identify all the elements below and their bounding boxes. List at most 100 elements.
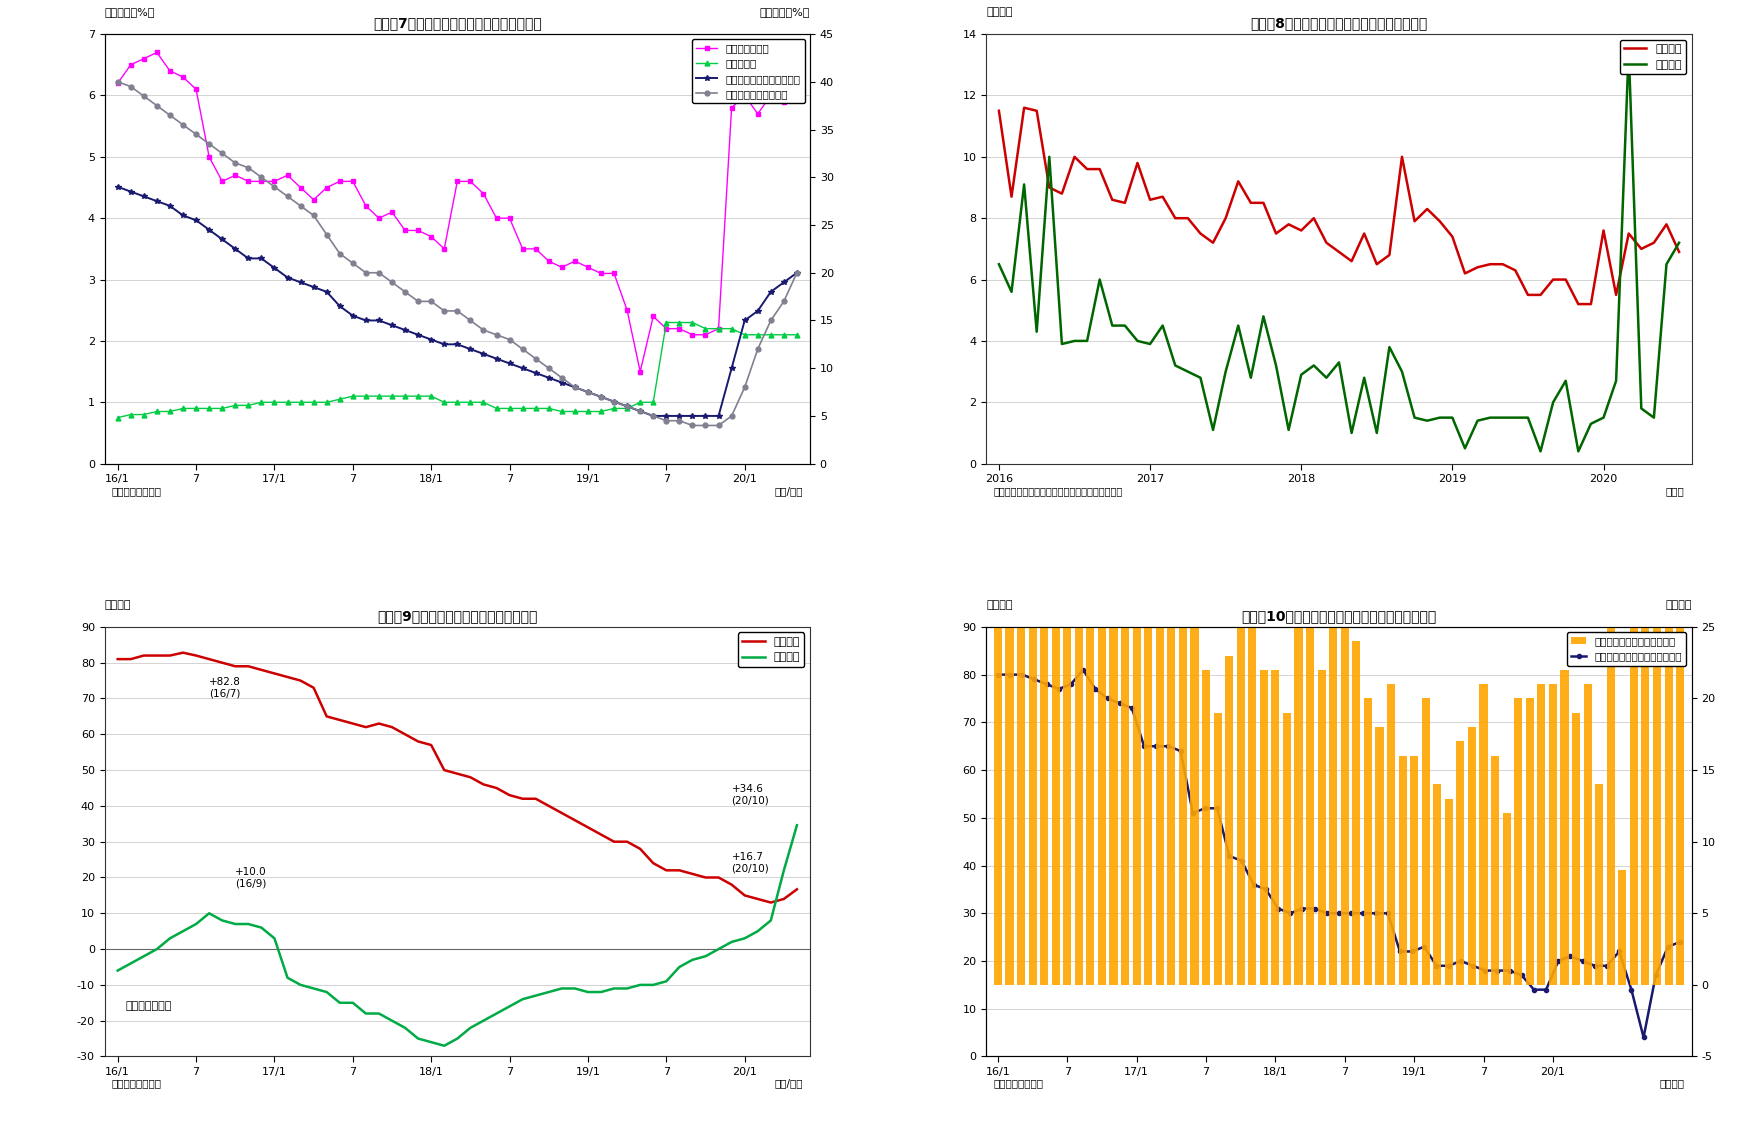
日銀当座預金（右軸）: [106, 75, 127, 89]
貨幣流通高: [106, 411, 127, 425]
Bar: [1606, 556, 1615, 985]
長期国債: [565, 813, 586, 827]
長期国債: [303, 680, 324, 694]
Bar: [1536, 684, 1545, 985]
Bar: [1653, 83, 1660, 985]
Bar: [1631, 241, 1638, 985]
マネタリーベース（右軸）: [644, 409, 664, 423]
日銀当座預金（右軸）: [539, 361, 560, 375]
Bar: [1284, 712, 1291, 985]
日銀券発行残高: [146, 45, 167, 59]
Line: 日銀券発行残高: 日銀券発行残高: [115, 50, 799, 374]
貨幣流通高: [513, 402, 534, 416]
Text: （兆円）: （兆円）: [1666, 600, 1692, 610]
Bar: [1526, 699, 1533, 985]
短期国債: [989, 258, 1010, 272]
Legend: 季節調整済み前月差（右軸）, マネタリーベース末残の前年差: 季節調整済み前月差（右軸）, マネタリーベース末残の前年差: [1566, 632, 1686, 666]
日銀当座預金（右軸）: [722, 409, 743, 423]
Bar: [1017, 541, 1025, 985]
短期国債: [1529, 444, 1550, 458]
Bar: [1202, 670, 1210, 985]
Bar: [1399, 755, 1407, 985]
短期国債: [1606, 374, 1627, 387]
Bar: [1352, 641, 1360, 985]
短期国債: [525, 988, 546, 1002]
マネタリーベース（右軸）: [513, 361, 534, 375]
長期国債: [760, 895, 781, 909]
長期国債: [1252, 197, 1273, 210]
Bar: [1584, 684, 1592, 985]
Title: （図表9）日銀国債保有残高の前年比増減: （図表9）日銀国債保有残高の前年比増減: [377, 609, 537, 623]
Text: （年/月）: （年/月）: [774, 486, 802, 495]
マネタリーベース末残の前年差: [1463, 959, 1484, 972]
Text: +10.0
(16/9): +10.0 (16/9): [235, 867, 267, 888]
Bar: [1052, 512, 1060, 985]
長期国債: [106, 652, 127, 666]
貨幣流通高: [656, 316, 677, 329]
Bar: [1514, 699, 1523, 985]
マネタリーベース末残の前年差: [1669, 935, 1690, 949]
日銀券発行残高: [565, 254, 586, 268]
貨幣流通高: [539, 402, 560, 416]
Line: 日銀当座預金（右軸）: 日銀当座預金（右軸）: [115, 80, 799, 428]
短期国債: [644, 978, 664, 992]
Bar: [1561, 670, 1568, 985]
Bar: [1132, 484, 1141, 985]
Bar: [1364, 699, 1373, 985]
マネタリーベース（右軸）: [106, 179, 127, 193]
日銀券発行残高: [106, 76, 127, 90]
Bar: [1444, 799, 1453, 985]
Bar: [1099, 469, 1106, 985]
マネタリーベース末残の前年差: [1012, 668, 1032, 682]
Bar: [1596, 785, 1603, 985]
Text: +34.6
(20/10): +34.6 (20/10): [732, 784, 769, 805]
マネタリーベース（右軸）: [499, 357, 520, 370]
Text: （兆円）: （兆円）: [987, 600, 1013, 610]
Legend: 日銀券発行残高, 貨幣流通高, マネタリーベース（右軸）, 日銀当座預金（右軸）: 日銀券発行残高, 貨幣流通高, マネタリーベース（右軸）, 日銀当座預金（右軸）: [692, 40, 804, 103]
長期国債: [989, 105, 1010, 118]
Text: （兆円）: （兆円）: [987, 7, 1013, 17]
日銀当座預金（右軸）: [630, 404, 651, 418]
Bar: [1029, 556, 1036, 985]
Line: マネタリーベース末残の前年差: マネタリーベース末残の前年差: [996, 668, 1683, 1039]
Line: 短期国債: 短期国債: [999, 50, 1679, 451]
短期国債: [513, 993, 534, 1006]
マネタリーベース（右軸）: [290, 275, 310, 289]
日銀券発行残高: [303, 193, 324, 207]
Text: （資料）日本銀行: （資料）日本銀行: [112, 486, 162, 495]
Bar: [1294, 426, 1303, 985]
長期国債: [1669, 245, 1690, 259]
Bar: [1121, 541, 1128, 985]
Bar: [1503, 813, 1510, 985]
長期国債: [525, 792, 546, 805]
Text: （資料）日本銀行: （資料）日本銀行: [994, 1078, 1043, 1088]
Bar: [1618, 870, 1627, 985]
Bar: [1064, 512, 1071, 985]
Title: （図表7）マネタリーベースと内訳（平残）: （図表7）マネタリーベースと内訳（平残）: [373, 16, 542, 31]
Bar: [1191, 541, 1198, 985]
Bar: [1179, 612, 1188, 985]
日銀当座預金（右軸）: [499, 333, 520, 346]
マネタリーベース（右軸）: [539, 371, 560, 385]
Bar: [1341, 627, 1348, 985]
Bar: [1306, 599, 1315, 985]
Bar: [1376, 727, 1383, 985]
マネタリーベース末残の前年差: [1475, 963, 1496, 977]
貨幣流通高: [290, 395, 310, 409]
マネタリーベース（右軸）: [630, 404, 651, 418]
貨幣流通高: [499, 402, 520, 416]
マネタリーベース（右軸）: [722, 361, 743, 375]
Text: （年月）: （年月）: [1660, 1078, 1685, 1088]
Bar: [994, 456, 1003, 985]
Bar: [1005, 484, 1013, 985]
Line: 長期国債: 長期国債: [117, 653, 797, 902]
長期国債: [644, 857, 664, 870]
Line: 長期国債: 長期国債: [999, 108, 1679, 304]
Bar: [1318, 670, 1325, 985]
日銀券発行残高: [630, 365, 651, 378]
日銀当座預金（右軸）: [290, 199, 310, 212]
Line: マネタリーベース（右軸）: マネタリーベース（右軸）: [115, 184, 800, 419]
Text: （兆円）: （兆円）: [105, 600, 131, 610]
Bar: [1074, 498, 1083, 985]
Text: （月末ベース）: （月末ベース）: [126, 1001, 173, 1011]
